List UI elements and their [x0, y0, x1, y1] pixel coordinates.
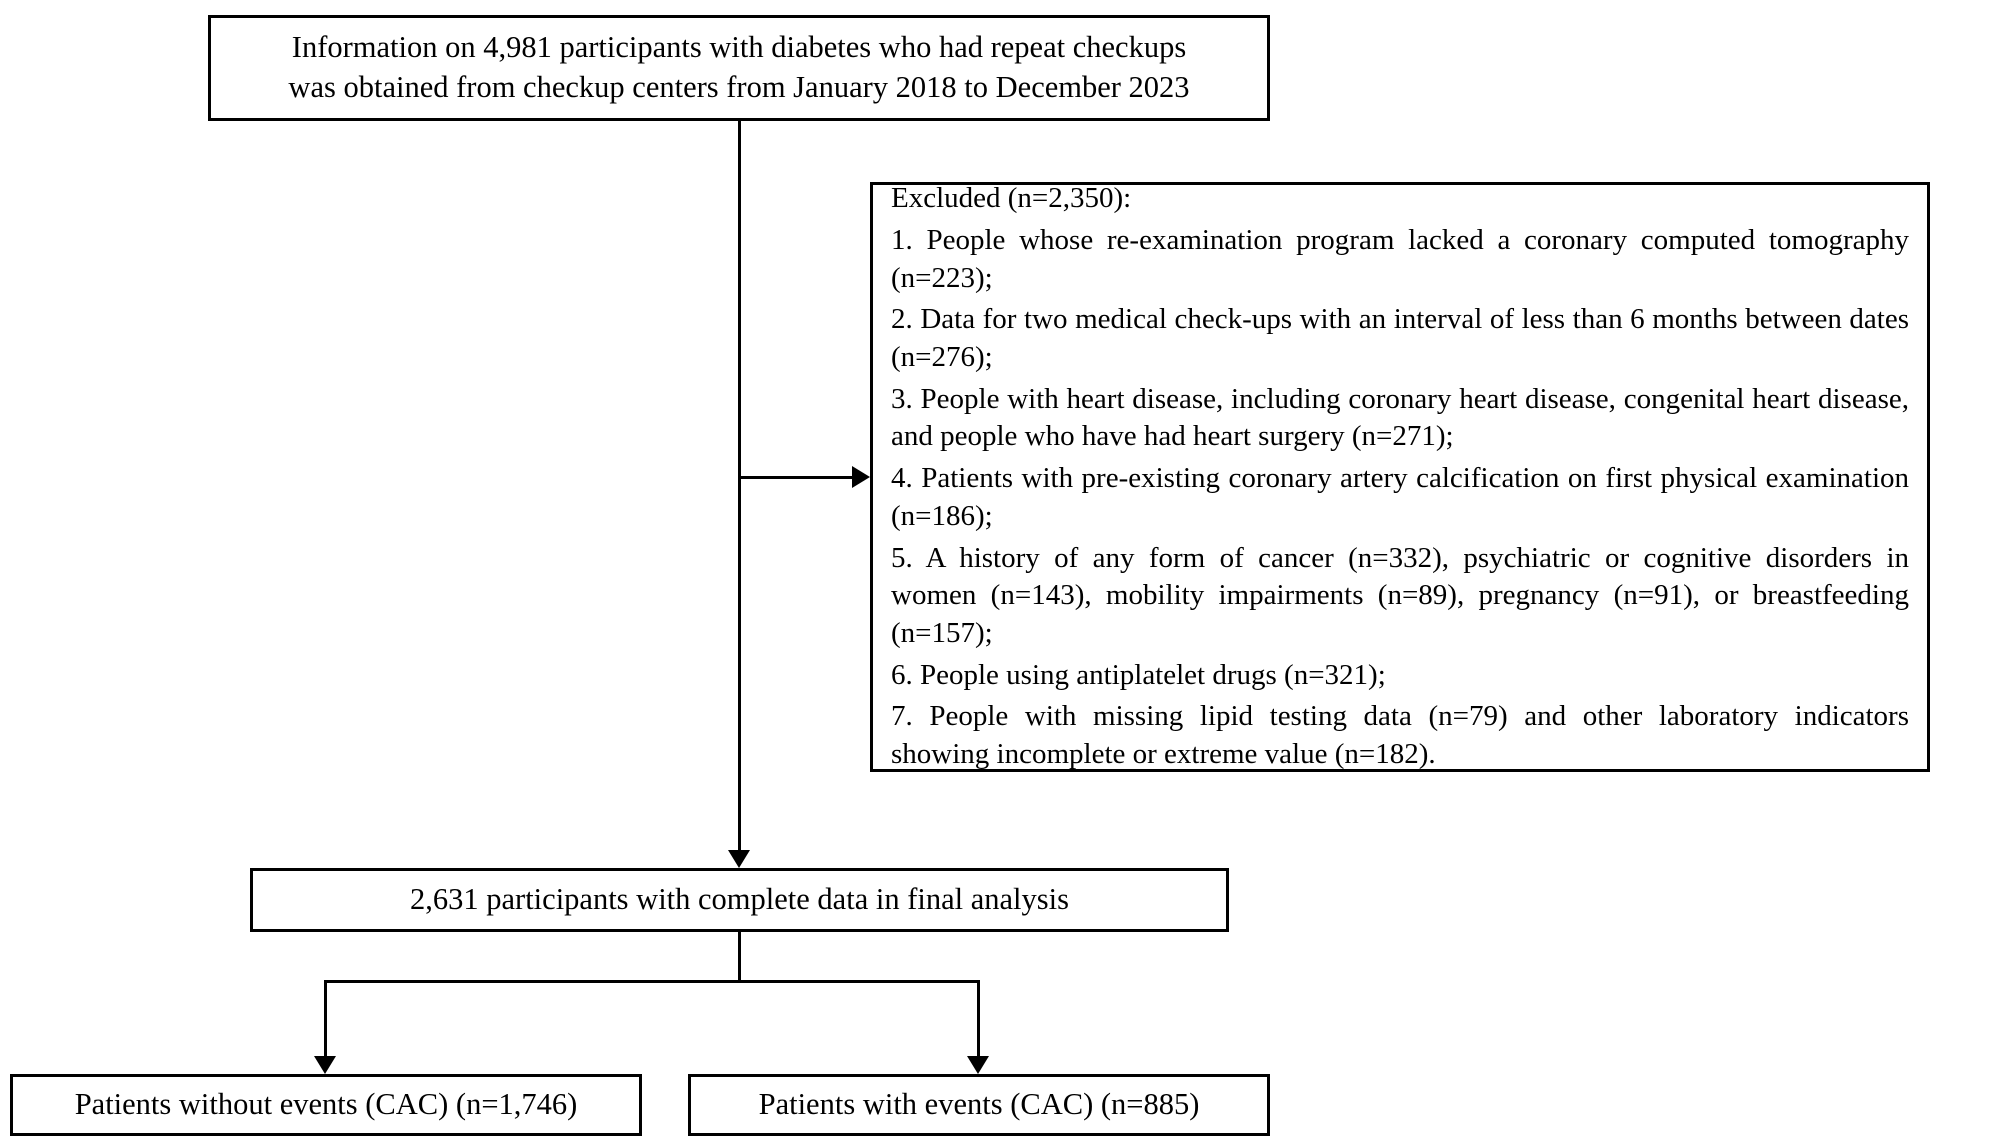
edge-middle-stub	[738, 932, 741, 982]
exclusion-item5: 5. A history of any form of cancer (n=33…	[891, 540, 1909, 653]
node-right-text: Patients with events (CAC) (n=885)	[709, 1085, 1249, 1125]
exclusion-heading: Excluded (n=2,350):	[891, 180, 1909, 218]
arrow-into-left	[314, 1056, 336, 1074]
node-exclusion: Excluded (n=2,350): 1. People whose re-e…	[870, 182, 1930, 772]
exclusion-item1: 1. People whose re-examination program l…	[891, 222, 1909, 297]
edge-top-to-middle	[738, 121, 741, 851]
node-top-line1: Information on 4,981 participants with d…	[229, 28, 1249, 68]
exclusion-item6: 6. People using antiplatelet drugs (n=32…	[891, 657, 1909, 695]
node-middle-text: 2,631 participants with complete data in…	[271, 880, 1208, 920]
node-middle: 2,631 participants with complete data in…	[250, 868, 1229, 932]
arrow-into-right	[967, 1056, 989, 1074]
node-top: Information on 4,981 participants with d…	[208, 15, 1270, 121]
exclusion-item7: 7. People with missing lipid testing dat…	[891, 698, 1909, 773]
node-left-text: Patients without events (CAC) (n=1,746)	[31, 1085, 621, 1125]
node-right: Patients with events (CAC) (n=885)	[688, 1074, 1270, 1136]
node-left: Patients without events (CAC) (n=1,746)	[10, 1074, 642, 1136]
edge-to-left	[324, 980, 327, 1058]
edge-to-right	[977, 980, 980, 1058]
exclusion-item2: 2. Data for two medical check-ups with a…	[891, 301, 1909, 376]
exclusion-item3: 3. People with heart disease, including …	[891, 381, 1909, 456]
edge-branch-to-exclusion	[738, 476, 854, 479]
arrow-into-middle	[728, 850, 750, 868]
node-top-line2: was obtained from checkup centers from J…	[229, 68, 1249, 108]
edge-split-horizontal	[324, 980, 980, 983]
arrow-into-exclusion	[852, 466, 870, 488]
exclusion-item4: 4. Patients with pre-existing coronary a…	[891, 460, 1909, 535]
flowchart-canvas: Information on 4,981 participants with d…	[0, 0, 2008, 1145]
